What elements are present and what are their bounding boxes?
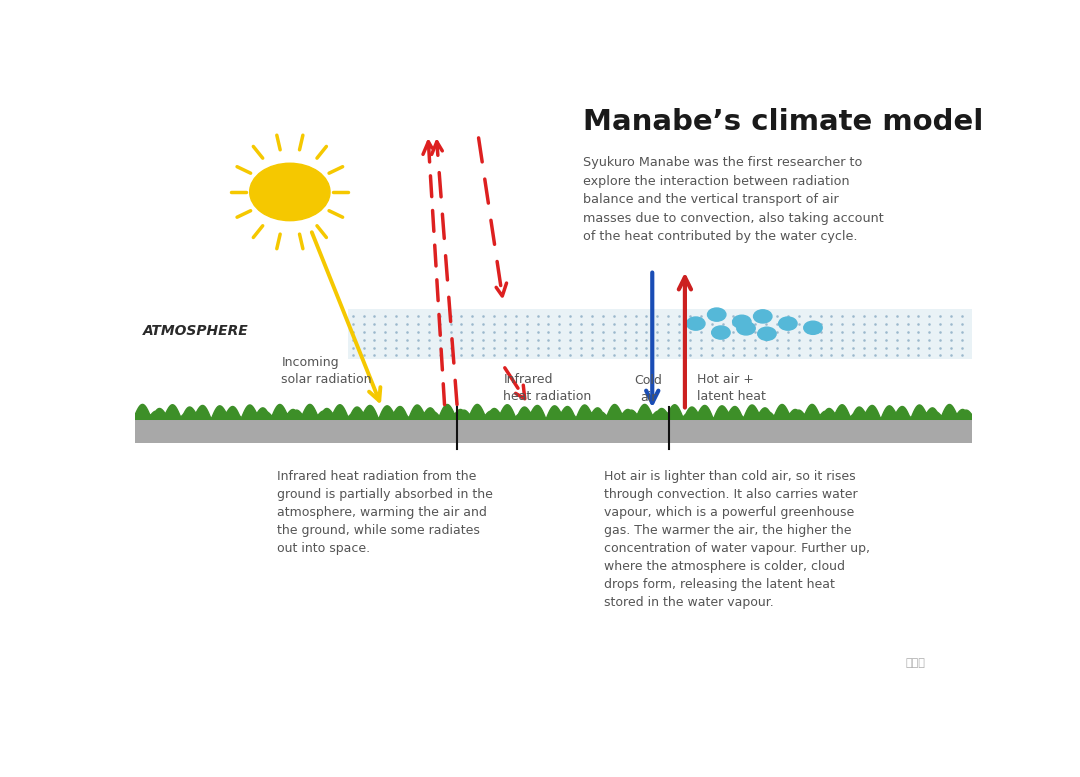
Text: Hot air is lighter than cold air, so it rises
through convection. It also carrie: Hot air is lighter than cold air, so it … xyxy=(604,470,869,609)
Text: 量子位: 量子位 xyxy=(905,657,924,667)
Circle shape xyxy=(707,308,726,321)
Text: Hot air +
latent heat: Hot air + latent heat xyxy=(698,373,767,402)
Circle shape xyxy=(779,317,797,330)
Text: Infrared
heat radiation: Infrared heat radiation xyxy=(503,373,592,403)
Circle shape xyxy=(804,321,822,334)
Circle shape xyxy=(732,315,751,329)
Bar xyxy=(135,420,972,443)
Circle shape xyxy=(737,322,755,335)
Bar xyxy=(349,308,972,360)
Text: Incoming
solar radiation: Incoming solar radiation xyxy=(282,357,372,386)
Circle shape xyxy=(758,327,777,340)
Text: Manabe’s climate model: Manabe’s climate model xyxy=(583,108,983,136)
Circle shape xyxy=(754,310,772,323)
Circle shape xyxy=(712,326,730,339)
Text: Infrared heat radiation from the
ground is partially absorbed in the
atmosphere,: Infrared heat radiation from the ground … xyxy=(278,470,494,555)
Polygon shape xyxy=(135,404,972,420)
Circle shape xyxy=(249,163,330,221)
Circle shape xyxy=(687,317,705,330)
Text: Cold
air: Cold air xyxy=(634,375,662,404)
Text: Syukuro Manabe was the first researcher to
explore the interaction between radia: Syukuro Manabe was the first researcher … xyxy=(583,156,883,243)
Text: ATMOSPHERE: ATMOSPHERE xyxy=(144,324,249,338)
